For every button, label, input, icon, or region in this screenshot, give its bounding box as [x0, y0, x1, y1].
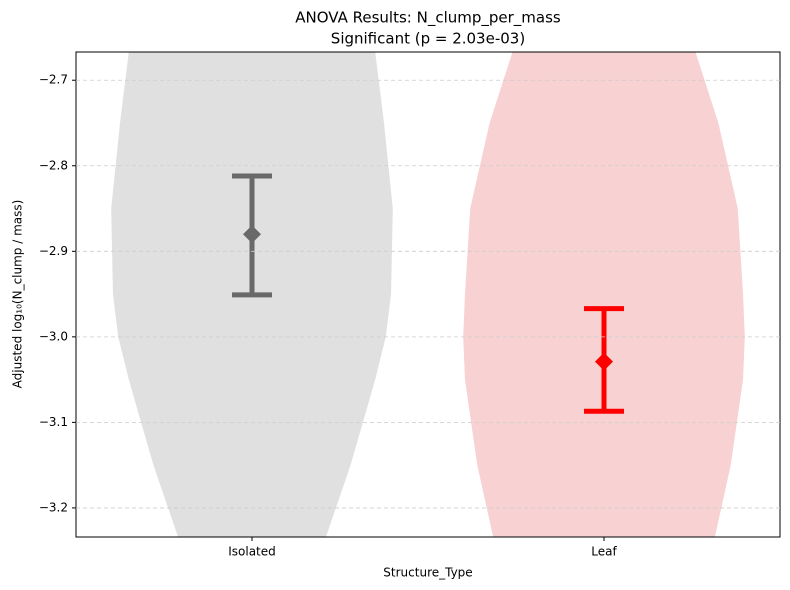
- chart-title: ANOVA Results: N_clump_per_mass: [295, 9, 561, 28]
- mean-marker: [243, 225, 261, 244]
- y-tick-label: −2.9: [39, 244, 68, 258]
- plot-frame: [75, 51, 781, 538]
- y-tick-label: −2.8: [39, 158, 68, 172]
- x-tick-label: Isolated: [228, 545, 276, 559]
- mean-marker: [595, 352, 613, 371]
- x-tick-label: Leaf: [591, 545, 617, 559]
- y-axis-label: Adjusted log₁₀(N_clump / mass): [11, 200, 25, 389]
- y-tick-label: −2.7: [39, 73, 68, 87]
- x-axis-label: Structure_Type: [383, 566, 472, 580]
- chart-subtitle: Significant (p = 2.03e-03): [331, 30, 525, 48]
- y-tick-label: −3.2: [39, 500, 68, 514]
- y-tick-label: −3.1: [39, 415, 68, 429]
- plot-area: [111, 52, 745, 537]
- y-tick-label: −3.0: [39, 329, 68, 343]
- violin: [463, 52, 745, 537]
